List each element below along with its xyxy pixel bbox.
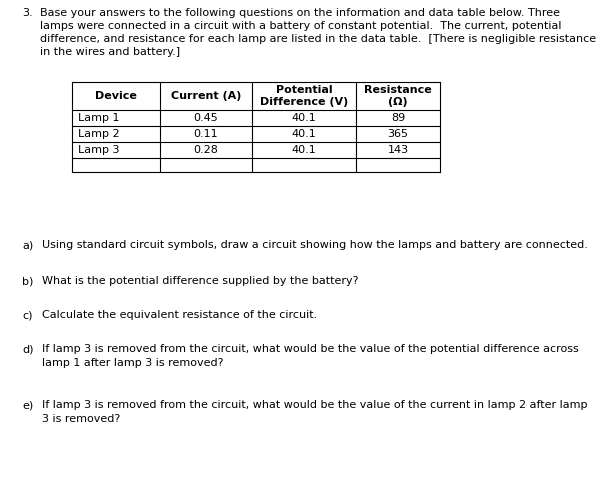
Text: 0.45: 0.45	[194, 113, 218, 123]
Text: 89: 89	[391, 113, 405, 123]
Text: What is the potential difference supplied by the battery?: What is the potential difference supplie…	[42, 276, 359, 286]
Text: difference, and resistance for each lamp are listed in the data table.  [There i: difference, and resistance for each lamp…	[40, 34, 596, 44]
Text: 40.1: 40.1	[291, 145, 316, 155]
Text: Lamp 3: Lamp 3	[78, 145, 119, 155]
Text: in the wires and battery.]: in the wires and battery.]	[40, 47, 180, 57]
Text: lamps were connected in a circuit with a battery of constant potential.  The cur: lamps were connected in a circuit with a…	[40, 21, 562, 31]
Text: b): b)	[22, 276, 33, 286]
Text: 40.1: 40.1	[291, 113, 316, 123]
Text: Potential
Difference (V): Potential Difference (V)	[260, 85, 348, 107]
Text: Resistance
(Ω): Resistance (Ω)	[364, 85, 432, 107]
Text: a): a)	[22, 240, 33, 250]
Text: Base your answers to the following questions on the information and data table b: Base your answers to the following quest…	[40, 8, 560, 18]
Text: 3.: 3.	[22, 8, 33, 18]
Text: If lamp 3 is removed from the circuit, what would be the value of the current in: If lamp 3 is removed from the circuit, w…	[42, 400, 587, 424]
Text: If lamp 3 is removed from the circuit, what would be the value of the potential : If lamp 3 is removed from the circuit, w…	[42, 344, 579, 368]
Text: 365: 365	[387, 129, 408, 139]
Text: 143: 143	[387, 145, 408, 155]
Text: d): d)	[22, 344, 33, 354]
Text: 0.28: 0.28	[193, 145, 218, 155]
Text: Using standard circuit symbols, draw a circuit showing how the lamps and battery: Using standard circuit symbols, draw a c…	[42, 240, 588, 250]
Text: Calculate the equivalent resistance of the circuit.: Calculate the equivalent resistance of t…	[42, 310, 318, 320]
Text: Device: Device	[95, 91, 137, 101]
Text: c): c)	[22, 310, 33, 320]
Text: 0.11: 0.11	[194, 129, 218, 139]
Text: Current (A): Current (A)	[171, 91, 241, 101]
Text: 40.1: 40.1	[291, 129, 316, 139]
Text: Lamp 1: Lamp 1	[78, 113, 119, 123]
Text: e): e)	[22, 400, 33, 410]
Text: Lamp 2: Lamp 2	[78, 129, 119, 139]
